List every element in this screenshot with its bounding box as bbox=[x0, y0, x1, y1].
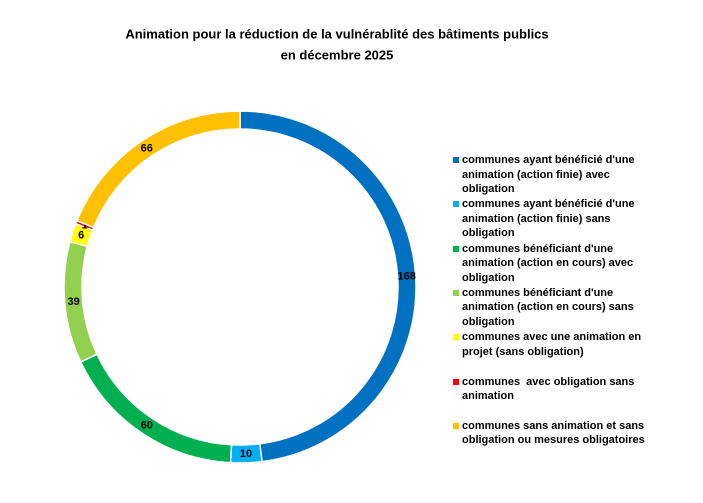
data-label: 168 bbox=[397, 270, 415, 282]
data-label: 66 bbox=[141, 142, 153, 154]
legend-swatch bbox=[453, 378, 459, 385]
legend-entry: communes ayant bénéficié d'une animation… bbox=[453, 153, 663, 197]
legend-entry: communes ayant bénéficié d'une animation… bbox=[453, 197, 663, 241]
legend-label: communes bénéficiant d'une animation (ac… bbox=[462, 242, 637, 284]
data-label: 60 bbox=[141, 419, 153, 431]
donut-slice bbox=[75, 110, 241, 229]
legend-label: communes ayant bénéficié d'une animation… bbox=[462, 154, 638, 195]
legend-entry: communes sans animation et sans obligati… bbox=[453, 419, 663, 448]
legend-entry: communes bénéficiant d'une animation (ac… bbox=[453, 286, 663, 330]
legend-label: communes ayant bénéficié d'une animation… bbox=[462, 198, 638, 240]
legend-swatch bbox=[453, 157, 459, 163]
legend-swatch bbox=[453, 201, 459, 208]
chart-title: en décembre 2025 bbox=[281, 47, 394, 62]
donut-slice bbox=[79, 353, 233, 464]
legend-swatch bbox=[453, 422, 459, 429]
legend-label: communes sans animation et sans obligati… bbox=[462, 419, 648, 447]
legend-swatch bbox=[453, 334, 459, 341]
data-label: 1 bbox=[82, 219, 88, 231]
data-label: 10 bbox=[240, 448, 252, 460]
legend-label: communes avec obligation sans animation bbox=[462, 375, 638, 403]
legend-entry: communes avec une animation en projet (s… bbox=[453, 330, 663, 359]
chart-title: Animation pour la réduction de la vulnér… bbox=[125, 26, 548, 41]
legend-label: communes avec une animation en projet (s… bbox=[462, 331, 645, 358]
legend-entry: communes avec obligation sans animation bbox=[453, 375, 663, 404]
legend-label: communes bénéficiant d'une animation (ac… bbox=[462, 286, 637, 328]
legend-swatch bbox=[453, 245, 459, 252]
legend-swatch bbox=[453, 289, 459, 296]
donut-slice bbox=[239, 110, 417, 463]
legend-entry: communes bénéficiant d'une animation (ac… bbox=[453, 242, 663, 286]
data-label: 6 bbox=[78, 229, 84, 241]
data-label: 39 bbox=[68, 296, 80, 308]
